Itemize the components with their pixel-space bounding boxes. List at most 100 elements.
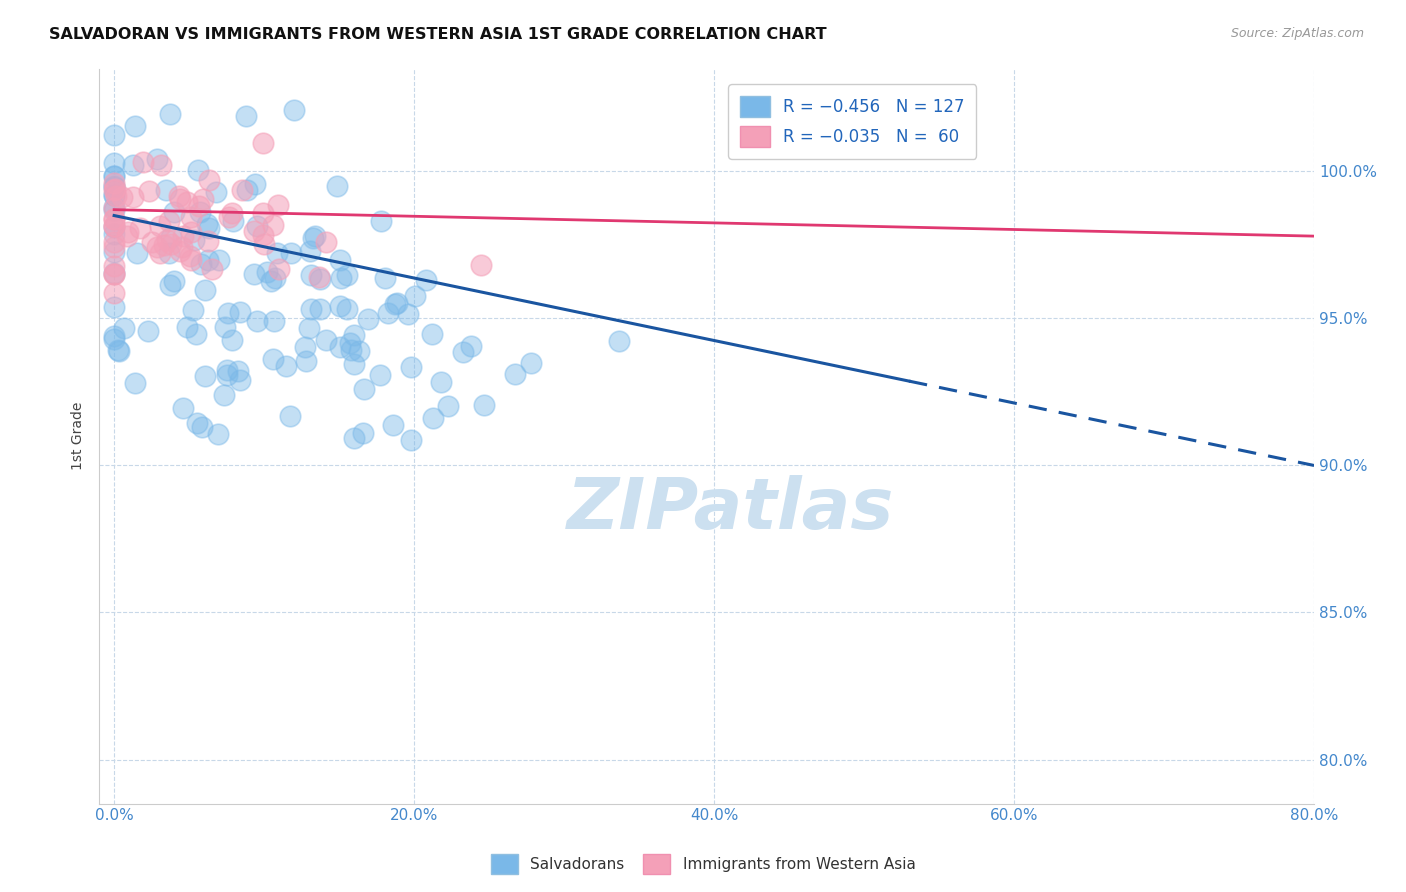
Point [399,433,422,447]
Point [122,189,145,203]
Point [190,420,212,434]
Point [278,409,301,423]
Point [339,336,361,351]
Point [197,221,219,235]
Point [262,218,284,232]
Point [131,155,153,169]
Point [136,324,159,338]
Point [103,169,125,183]
Point [124,376,146,391]
Legend: R = −0.456   N = 127, R = −0.035   N =  60: R = −0.456 N = 127, R = −0.035 N = 60 [728,84,977,159]
Point [252,206,274,220]
Point [243,177,266,191]
Point [340,343,363,357]
Point [330,271,353,285]
Point [460,339,482,353]
Point [329,340,352,354]
Point [105,189,128,203]
Point [103,212,125,227]
Point [103,200,125,214]
Point [214,320,236,334]
Point [179,249,201,263]
Point [315,333,337,347]
Point [370,213,392,227]
Legend: Salvadorans, Immigrants from Western Asia: Salvadorans, Immigrants from Western Asi… [485,848,921,880]
Point [353,425,375,440]
Point [183,233,205,247]
Point [155,183,177,197]
Point [103,219,125,234]
Point [374,270,396,285]
Point [103,267,125,281]
Point [298,244,321,259]
Point [263,314,285,328]
Point [396,307,419,321]
Point [336,301,359,316]
Point [186,416,208,430]
Point [221,333,243,347]
Point [103,219,125,234]
Point [385,296,408,310]
Point [243,267,266,281]
Point [218,210,240,224]
Point [343,357,366,371]
Point [167,189,190,203]
Point [299,301,322,316]
Point [103,267,125,281]
Point [103,176,125,190]
Point [103,266,125,280]
Point [103,183,125,197]
Point [207,427,229,442]
Point [197,234,219,248]
Point [127,246,149,260]
Point [156,234,179,248]
Point [280,246,302,260]
Point [197,252,219,267]
Point [112,321,135,335]
Point [404,289,426,303]
Point [188,204,211,219]
Point [294,354,316,368]
Point [103,219,125,233]
Point [329,299,352,313]
Point [298,320,321,334]
Point [183,302,205,317]
Point [231,183,253,197]
Point [103,187,125,202]
Point [103,202,125,217]
Point [190,257,212,271]
Point [276,359,298,374]
Point [184,327,207,342]
Point [103,188,125,202]
Point [150,158,173,172]
Point [187,162,209,177]
Point [103,240,125,254]
Point [217,306,239,320]
Point [253,237,276,252]
Point [124,119,146,133]
Point [269,262,291,277]
Point [308,270,330,285]
Point [149,245,172,260]
Point [377,306,399,320]
Point [520,356,543,370]
Point [415,273,437,287]
Point [263,271,285,285]
Point [103,169,125,184]
Point [245,314,267,328]
Point [103,211,125,226]
Y-axis label: 1st Grade: 1st Grade [72,402,86,470]
Point [336,268,359,282]
Point [217,368,239,382]
Point [420,327,443,342]
Point [169,192,191,206]
Point [252,227,274,242]
Point [122,158,145,172]
Point [451,345,474,359]
Text: Source: ZipAtlas.com: Source: ZipAtlas.com [1230,27,1364,40]
Point [198,173,221,187]
Point [115,228,138,243]
Point [236,183,259,197]
Point [128,221,150,235]
Point [103,227,125,242]
